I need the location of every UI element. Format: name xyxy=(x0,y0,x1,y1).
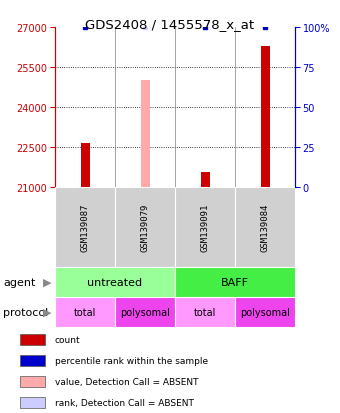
Bar xyxy=(175,188,235,267)
Bar xyxy=(55,297,115,327)
Text: percentile rank within the sample: percentile rank within the sample xyxy=(54,356,208,365)
Bar xyxy=(20,355,45,366)
Bar xyxy=(201,173,209,188)
Bar xyxy=(115,188,175,267)
Bar xyxy=(81,144,89,188)
Text: total: total xyxy=(194,307,216,317)
Text: ▶: ▶ xyxy=(44,307,52,317)
Text: total: total xyxy=(74,307,96,317)
Text: ▶: ▶ xyxy=(44,277,52,287)
Bar xyxy=(20,334,45,345)
Text: rank, Detection Call = ABSENT: rank, Detection Call = ABSENT xyxy=(54,398,193,407)
Bar xyxy=(235,297,295,327)
Text: value, Detection Call = ABSENT: value, Detection Call = ABSENT xyxy=(54,377,198,386)
Bar xyxy=(175,297,235,327)
Text: count: count xyxy=(54,335,80,344)
Bar xyxy=(235,188,295,267)
Text: polysomal: polysomal xyxy=(240,307,290,317)
Text: GSM139084: GSM139084 xyxy=(260,203,270,252)
Text: GSM139091: GSM139091 xyxy=(201,203,209,252)
Bar xyxy=(175,267,295,297)
Bar xyxy=(115,297,175,327)
Text: GSM139087: GSM139087 xyxy=(81,203,89,252)
Text: polysomal: polysomal xyxy=(120,307,170,317)
Text: untreated: untreated xyxy=(87,277,142,287)
Bar xyxy=(260,47,270,188)
Text: agent: agent xyxy=(3,277,36,287)
Text: BAFF: BAFF xyxy=(221,277,249,287)
Text: GSM139079: GSM139079 xyxy=(140,203,150,252)
Bar xyxy=(20,397,45,408)
Bar xyxy=(20,376,45,387)
Bar xyxy=(55,267,175,297)
Text: protocol: protocol xyxy=(3,307,49,317)
Text: GDS2408 / 1455578_x_at: GDS2408 / 1455578_x_at xyxy=(85,18,255,31)
Bar xyxy=(55,188,115,267)
Bar xyxy=(140,81,150,188)
